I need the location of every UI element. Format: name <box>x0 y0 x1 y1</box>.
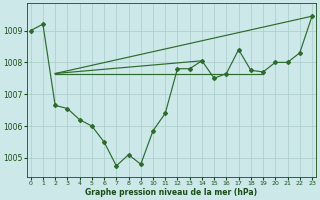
X-axis label: Graphe pression niveau de la mer (hPa): Graphe pression niveau de la mer (hPa) <box>85 188 257 197</box>
